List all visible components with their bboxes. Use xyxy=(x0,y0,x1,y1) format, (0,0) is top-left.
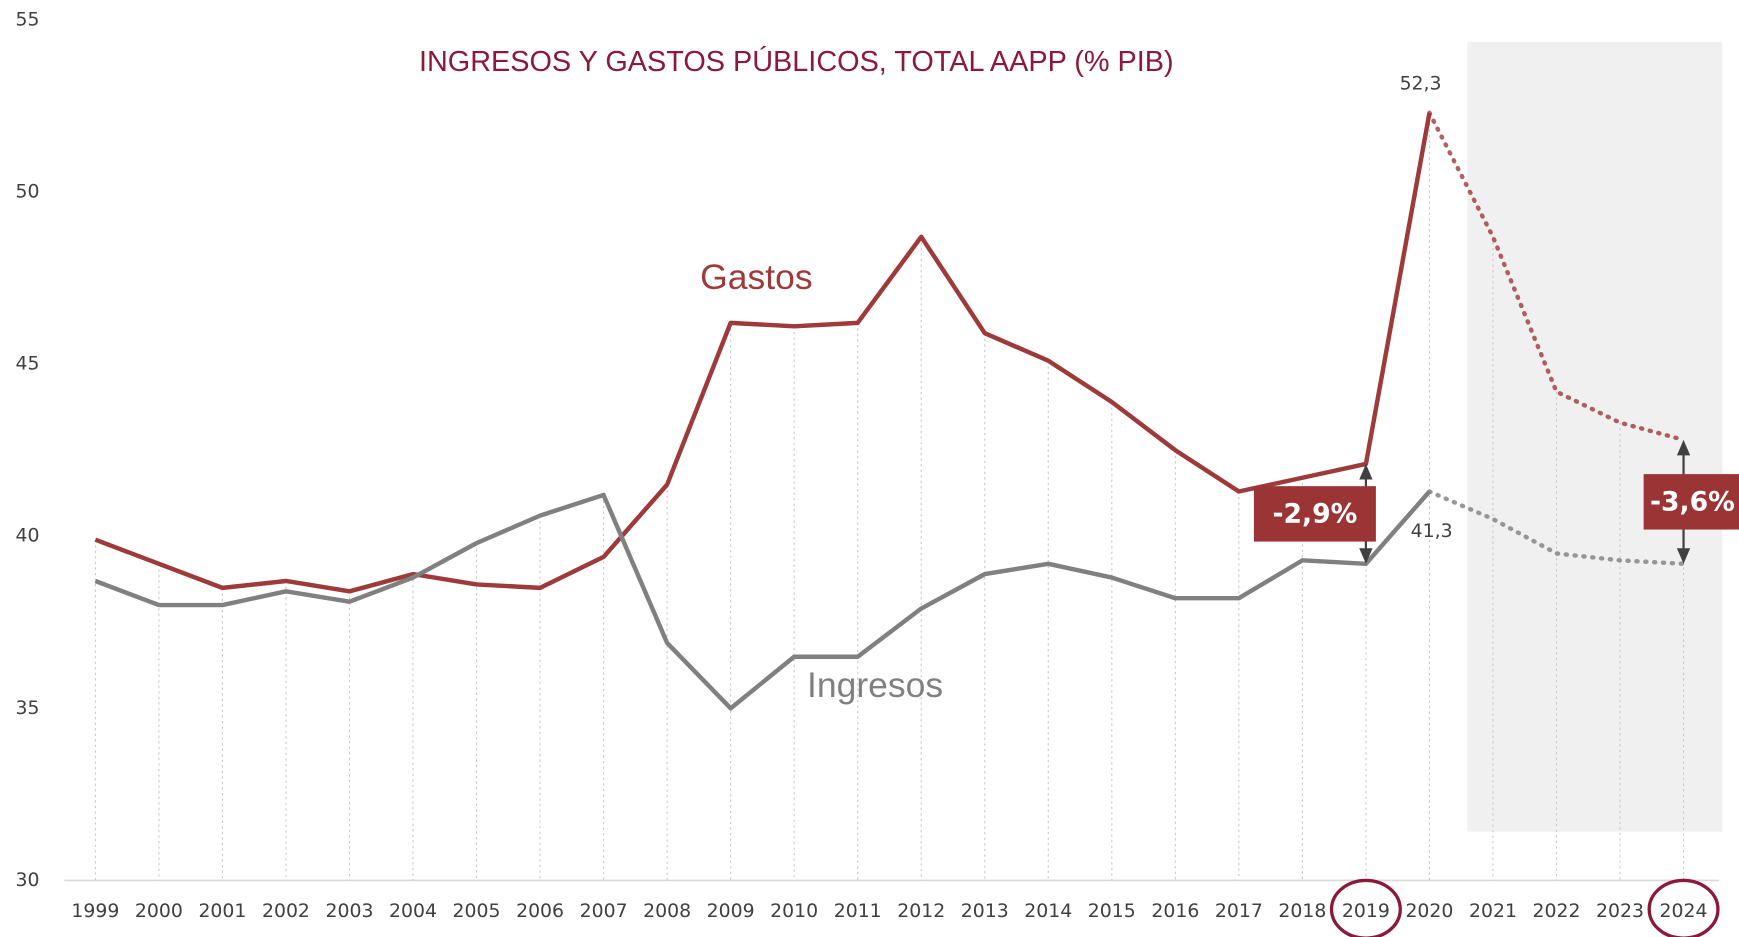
x-tick-label: 2001 xyxy=(198,901,246,922)
x-tick-label: 2010 xyxy=(770,901,818,922)
arrow-head xyxy=(1359,548,1373,564)
chart-title: INGRESOS Y GASTOS PÚBLICOS, TOTAL AAPP (… xyxy=(419,45,1174,78)
x-tick-label: 2017 xyxy=(1215,901,1263,922)
arrow-head xyxy=(1676,439,1691,456)
x-tick-label: 2022 xyxy=(1533,901,1581,922)
y-tick-label: 55 xyxy=(16,9,40,30)
x-tick-label: 2006 xyxy=(516,901,564,922)
x-tick-label: 2002 xyxy=(262,901,310,922)
x-tick-label: 2020 xyxy=(1405,901,1453,922)
x-tick-label: 2021 xyxy=(1469,901,1517,922)
series-line xyxy=(94,112,1432,594)
arrow-head xyxy=(1676,548,1691,564)
x-tick-label: 2005 xyxy=(453,901,501,922)
x-tick-label: 2009 xyxy=(707,901,755,922)
y-tick-label: 50 xyxy=(16,182,40,203)
y-tick-label: 40 xyxy=(16,526,40,547)
legend-label: Gastos xyxy=(700,257,812,297)
x-tick-label: 2004 xyxy=(389,901,437,922)
series-line xyxy=(94,490,1432,711)
x-tick-label: 2000 xyxy=(135,901,183,922)
highlight-circle xyxy=(1647,878,1720,937)
x-tick-label: 2003 xyxy=(325,901,373,922)
gap-box xyxy=(1643,474,1739,530)
x-tick-label: 2011 xyxy=(834,901,882,922)
forecast-band xyxy=(1467,42,1723,832)
y-tick-label: 35 xyxy=(16,698,40,719)
x-tick-label: 2014 xyxy=(1024,901,1072,922)
forecast-line xyxy=(1427,110,1686,443)
forecast-line xyxy=(1427,489,1686,567)
data-label: 52,3 xyxy=(1400,74,1442,95)
y-tick-label: 30 xyxy=(16,870,40,891)
x-tick-label: 2018 xyxy=(1278,901,1326,922)
data-label: 41,3 xyxy=(1411,521,1453,542)
x-tick-label: 2012 xyxy=(897,901,945,922)
arrow-head xyxy=(1359,463,1373,480)
y-tick-label: 45 xyxy=(16,354,40,375)
x-tick-label: 2015 xyxy=(1088,901,1136,922)
x-tick-label: 1999 xyxy=(71,901,119,922)
x-tick-label: 2019 xyxy=(1342,901,1390,922)
x-tick-label: 2016 xyxy=(1151,901,1199,922)
x-tick-label: 2013 xyxy=(961,901,1009,922)
x-tick-label: 2007 xyxy=(580,901,628,922)
x-tick-label: 2008 xyxy=(643,901,691,922)
gap-label: -3,6% xyxy=(1650,486,1735,517)
gap-label: -2,9% xyxy=(1272,498,1357,529)
gap-box xyxy=(1253,486,1376,542)
x-tick-label: 2024 xyxy=(1660,901,1708,922)
x-tick-label: 2023 xyxy=(1596,901,1644,922)
highlight-circle xyxy=(1329,878,1402,937)
legend-label: Ingresos xyxy=(807,665,943,705)
